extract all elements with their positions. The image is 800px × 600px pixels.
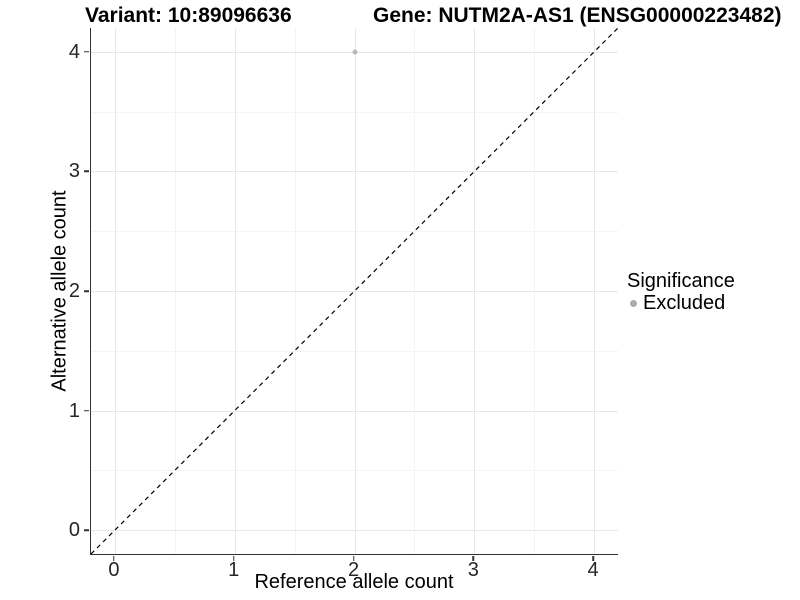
x-tick-label: 3 [467,559,479,581]
legend-key-dot [630,299,637,307]
y-tick-label: 4 [68,40,80,63]
y-tick-label: 2 [68,280,80,302]
y-axis-tick-labels: 0 1 2 3 4 [48,28,80,554]
x-axis-title: Reference allele count [254,571,454,593]
legend-entry: Excluded [627,292,735,314]
legend-title: Significance [627,270,735,292]
y-tick-mark [84,51,89,53]
y-tick-mark [84,529,89,531]
x-tick-mark [592,555,594,561]
y-axis-title: Alternative allele count [48,190,71,392]
major-gridline-y [91,410,618,412]
legend-entries: Excluded [627,292,735,314]
x-axis-ticks [90,555,617,561]
x-axis-tick-labels: 0 1 2 3 4 [90,559,617,581]
x-tick-label: 4 [587,559,599,581]
x-tick-label: 0 [108,559,120,581]
y-tick-mark [84,409,89,412]
grid-layer [91,28,618,554]
y-tick-mark [84,170,89,173]
x-tick-label: 1 [228,559,240,581]
y-tick-label: 0 [68,519,80,542]
x-tick-mark [472,555,475,561]
y-tick-mark [84,290,89,292]
x-tick-mark [352,555,355,561]
legend-entry-label: Excluded [643,292,726,314]
gene-title: Gene: NUTM2A-AS1 (ENSG00000223482) [373,4,782,27]
x-tick-mark [232,555,235,561]
y-tick-label: 3 [68,160,80,183]
identity-line [91,28,618,554]
variant-title: Variant: 10:89096636 [85,4,292,27]
plot-panel [90,28,618,555]
y-tick-label: 1 [68,399,80,422]
legend: Significance Excluded [627,270,735,314]
x-tick-label: 2 [347,559,360,581]
x-tick-mark [113,555,115,561]
major-gridline-y [91,171,618,173]
major-gridline-y [91,291,618,292]
data-point [352,49,357,55]
major-gridline-y [91,530,618,532]
y-axis-ticks [84,28,89,554]
